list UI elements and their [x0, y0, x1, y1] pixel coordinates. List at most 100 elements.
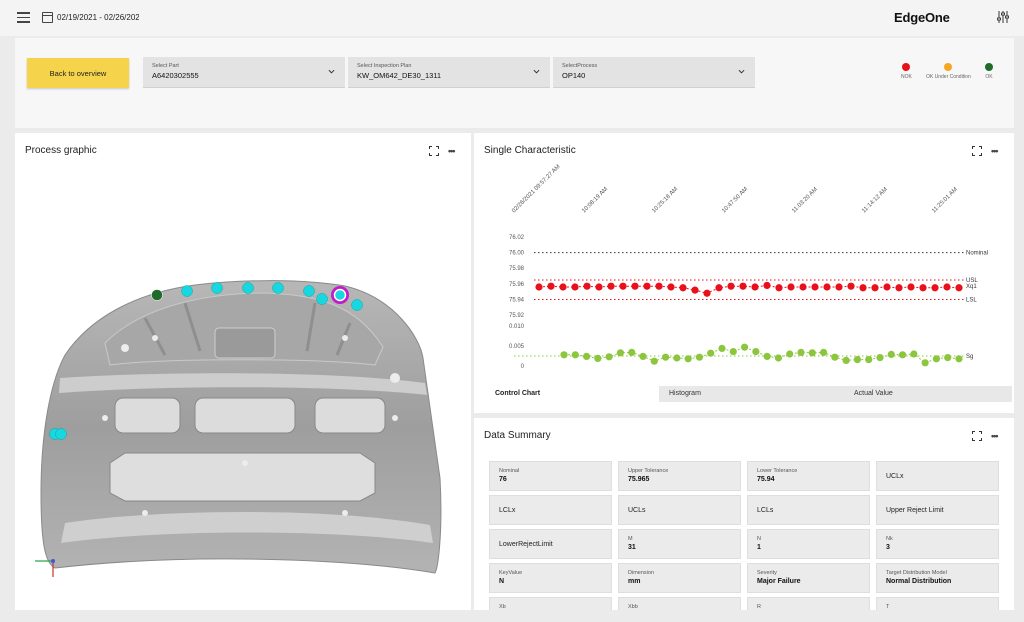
summary-value: N: [499, 578, 505, 585]
select-plan-label: Select Inspection Plan: [357, 63, 412, 69]
tab-histogram[interactable]: Histogram: [659, 386, 839, 402]
chevron-down-icon: [533, 69, 540, 74]
data-point-sg: [774, 354, 783, 362]
data-point-xq: [727, 282, 735, 290]
data-summary-title: Data Summary: [484, 430, 551, 441]
measure-point[interactable]: [272, 282, 284, 294]
data-point-xq: [667, 283, 675, 291]
data-point-sg: [944, 354, 952, 362]
y-tick-label: 0.010: [509, 324, 525, 330]
summary-key: Xb: [499, 604, 506, 610]
control-chart: 02/26/2021 09:57:27 AM 10:08:19 AM 10:25:1…: [509, 164, 988, 370]
summary-value: 3: [886, 544, 890, 551]
measure-point[interactable]: [316, 293, 328, 305]
data-point-sg: [876, 354, 884, 362]
y-tick-label: 76.02: [509, 235, 525, 241]
data-point-xq: [847, 282, 855, 290]
data-point-sg: [639, 352, 647, 360]
select-process-value: OP140: [562, 71, 586, 80]
summary-value: 76: [499, 476, 507, 483]
summary-key: Nk: [886, 536, 893, 542]
hood-window: [314, 397, 386, 434]
data-point-xq: [763, 281, 771, 290]
data-point-sg: [763, 352, 771, 360]
time-axis-label: 11:25:01 AM: [931, 187, 959, 215]
data-point-sg: [921, 359, 929, 367]
tab-actual-value[interactable]: Actual Value: [839, 386, 1012, 402]
legend-ok-under-condition-label: OK Under Condition: [926, 74, 971, 80]
reference-line-label: Nominal: [966, 251, 988, 257]
legend-nok: NOK: [901, 63, 912, 80]
data-point-sg: [865, 356, 873, 364]
summary-cell: Dimension mm: [618, 563, 741, 593]
y-tick-label: 75.94: [509, 298, 525, 304]
data-point-sg: [650, 357, 658, 365]
data-point-xq: [871, 284, 879, 292]
summary-label: LCLx: [499, 507, 516, 514]
expand-icon[interactable]: [972, 431, 982, 441]
measure-point[interactable]: [211, 282, 223, 294]
select-process-dropdown[interactable]: SelectProcess OP140: [553, 57, 755, 88]
summary-cell: LCLx: [489, 495, 612, 525]
data-point-sg: [594, 354, 602, 362]
measure-point-ok[interactable]: [151, 289, 163, 301]
data-point-xq: [943, 283, 951, 291]
hood-lower-member: [61, 511, 433, 543]
summary-label: LCLs: [757, 507, 774, 514]
data-point-xq: [571, 283, 579, 291]
measure-point[interactable]: [303, 285, 315, 297]
settings-sliders-icon[interactable]: [996, 10, 1010, 24]
data-point-sg: [661, 353, 670, 361]
measure-point[interactable]: [55, 428, 67, 440]
data-point-sg: [582, 352, 591, 360]
summary-key: Severity: [757, 570, 777, 576]
time-axis-label: 10:47:50 AM: [721, 186, 749, 214]
data-point-xq: [751, 283, 759, 291]
back-to-overview-button[interactable]: Back to overview: [27, 58, 129, 88]
summary-value: 75.94: [757, 476, 775, 483]
data-point-xq: [931, 284, 939, 292]
expand-icon[interactable]: [972, 146, 982, 156]
measure-point[interactable]: [242, 282, 254, 294]
ok-under-condition-status-dot: [944, 63, 953, 71]
summary-cell: Xb: [489, 597, 612, 610]
tab-control-chart[interactable]: Control Chart: [495, 390, 541, 397]
data-point-sg: [808, 349, 816, 357]
data-point-xq: [703, 289, 711, 297]
date-range[interactable]: 02/19/2021 - 02/26/202: [57, 13, 139, 22]
summary-value: 31: [628, 544, 636, 551]
summary-cell: UCLx: [876, 461, 999, 491]
measure-point[interactable]: [181, 285, 193, 297]
legend-ok-under-condition: OK Under Condition: [926, 63, 971, 80]
data-point-sg: [910, 350, 918, 358]
data-point-xq: [787, 283, 795, 291]
summary-label: UCLs: [628, 507, 646, 514]
measure-point[interactable]: [351, 299, 363, 311]
more-options-icon[interactable]: •••: [448, 146, 456, 156]
data-point-sg: [797, 348, 805, 356]
measure-point-selected-inner: [333, 288, 347, 302]
calendar-icon[interactable]: [42, 12, 53, 23]
hamburger-menu-icon[interactable]: [17, 12, 30, 23]
summary-key: KeyValue: [499, 570, 523, 576]
more-options-icon[interactable]: •••: [991, 146, 999, 156]
nok-status-dot: [902, 63, 911, 71]
expand-icon[interactable]: [429, 146, 439, 156]
select-part-dropdown[interactable]: Select Part A6420302555: [143, 57, 345, 88]
data-point-sg: [560, 351, 568, 359]
single-characteristic-tools: •••: [972, 146, 999, 156]
summary-value: mm: [628, 578, 641, 585]
process-graphic-card: Process graphic •••: [15, 133, 471, 610]
select-inspection-plan-dropdown[interactable]: Select Inspection Plan KW_OM642_DE30_131…: [348, 57, 550, 88]
data-point-sg: [842, 356, 850, 364]
data-point-xq: [883, 283, 891, 291]
legend-ok-label: OK: [985, 74, 993, 80]
more-options-icon[interactable]: •••: [991, 431, 999, 441]
single-characteristic-card: Single Characteristic ••• 02/26/2021 09:…: [474, 133, 1014, 413]
reference-line-label: USL: [966, 278, 978, 284]
chevron-down-icon: [738, 69, 745, 74]
data-point-xq: [619, 282, 627, 290]
y-tick-label: 75.92: [509, 313, 525, 319]
y-tick-label: 0.005: [509, 344, 525, 350]
